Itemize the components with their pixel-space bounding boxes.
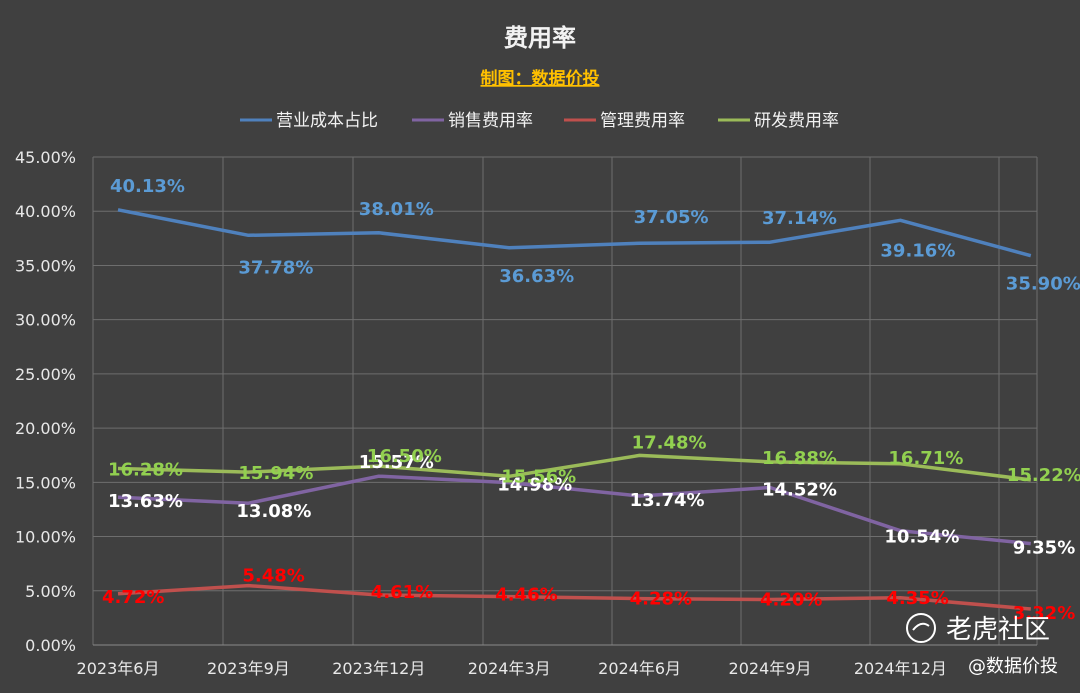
data-labels: 40.13% 37.78% 38.01% 36.63% 37.05% 37.14% 39.1…: [102, 176, 1080, 624]
data-label: 39.16%: [880, 240, 955, 261]
gridlines: [92, 156, 1038, 646]
x-tick-label: 2024年12月: [854, 659, 947, 678]
data-label: 37.14%: [762, 208, 837, 229]
watermark-author: @数据价投: [968, 656, 1058, 677]
data-label: 4.61%: [371, 582, 433, 603]
data-label: 15.56%: [501, 466, 576, 487]
data-label: 15.94%: [238, 463, 313, 484]
watermark: 老虎社区 @数据价投: [906, 613, 1058, 677]
data-label: 14.98%: [497, 475, 572, 496]
data-label: 15.57%: [359, 452, 434, 473]
y-tick-label: 10.00%: [15, 528, 76, 547]
data-label: 38.01%: [359, 199, 434, 220]
legend-label: 销售费用率: [448, 111, 533, 131]
x-tick-label: 2024年9月: [729, 659, 812, 678]
legend-label: 研发费用率: [754, 111, 839, 131]
data-label: 4.35%: [886, 588, 948, 609]
legend-label: 管理费用率: [600, 111, 685, 131]
y-tick-label: 25.00%: [15, 365, 76, 384]
x-tick-label: 2024年3月: [468, 659, 551, 678]
watermark-brand: 老虎社区: [946, 615, 1050, 645]
data-label: 10.54%: [884, 527, 959, 548]
y-tick-label: 15.00%: [15, 473, 76, 492]
y-tick-label: 5.00%: [25, 582, 76, 601]
x-tick-label: 2024年6月: [598, 659, 681, 678]
series-line: [117, 474, 1031, 546]
data-label: 13.74%: [630, 490, 705, 511]
series-line: [117, 583, 1031, 611]
tiger-logo-icon: [906, 613, 936, 643]
data-label: 4.46%: [495, 585, 557, 606]
data-label: 14.52%: [762, 480, 837, 501]
chart-subtitle: 制图：数据价投: [481, 68, 600, 89]
y-axis: 0.00% 5.00% 10.00% 15.00% 20.00% 25.00% 30.00%…: [15, 148, 76, 655]
x-tick-label: 2023年6月: [77, 659, 160, 678]
y-tick-label: 20.00%: [15, 419, 76, 438]
data-label: 35.90%: [1006, 274, 1080, 295]
data-label: 13.63%: [108, 491, 183, 512]
data-label: 5.48%: [242, 566, 304, 587]
y-tick-label: 35.00%: [15, 256, 76, 275]
data-label: 4.72%: [102, 587, 164, 608]
y-tick-label: 0.00%: [25, 636, 76, 655]
y-tick-label: 30.00%: [15, 311, 76, 330]
data-label: 16.50%: [367, 446, 442, 467]
data-label: 37.05%: [634, 207, 709, 228]
data-label: 15.22%: [1007, 465, 1080, 486]
data-label: 16.28%: [108, 459, 183, 480]
series-line: [117, 208, 1032, 258]
data-label: 16.71%: [888, 448, 963, 469]
data-label: 3.32%: [1013, 603, 1075, 624]
x-tick-label: 2023年9月: [207, 659, 290, 678]
series-line: [117, 453, 1032, 482]
data-label: 37.78%: [238, 257, 313, 278]
y-tick-label: 45.00%: [15, 148, 76, 167]
legend-label: 营业成本占比: [276, 111, 378, 131]
data-label: 36.63%: [499, 266, 574, 287]
series-lines: [117, 208, 1032, 611]
data-label: 4.20%: [760, 589, 822, 610]
data-label: 16.88%: [762, 448, 837, 469]
data-label: 9.35%: [1013, 538, 1075, 559]
tiger-logo-mark-icon: [912, 622, 930, 631]
legend: 营业成本占比 销售费用率 管理费用率 研发费用率: [240, 111, 839, 131]
x-axis: 2023年6月 2023年9月 2023年12月 2024年3月 2024年6月 2024…: [77, 659, 947, 678]
x-tick-label: 2023年12月: [332, 659, 425, 678]
chart-title: 费用率: [504, 24, 576, 52]
data-label: 17.48%: [632, 432, 707, 453]
data-label: 4.28%: [630, 589, 692, 610]
data-label: 13.08%: [236, 501, 311, 522]
data-label: 40.13%: [110, 176, 185, 197]
y-tick-label: 40.00%: [15, 202, 76, 221]
